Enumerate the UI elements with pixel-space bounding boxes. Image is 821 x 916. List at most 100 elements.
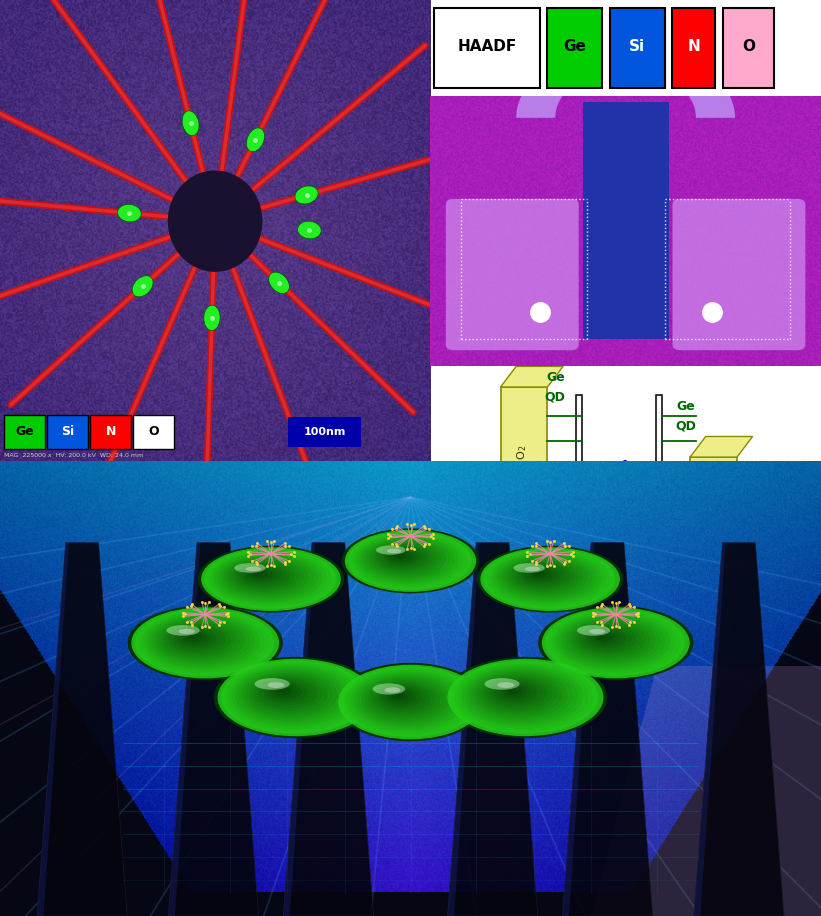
Ellipse shape	[361, 677, 450, 722]
Ellipse shape	[525, 568, 556, 582]
Ellipse shape	[392, 552, 407, 560]
Ellipse shape	[223, 558, 309, 596]
Ellipse shape	[388, 691, 411, 703]
Ellipse shape	[172, 627, 221, 650]
Ellipse shape	[559, 616, 666, 667]
Ellipse shape	[493, 553, 602, 603]
Ellipse shape	[182, 632, 207, 643]
Polygon shape	[562, 542, 594, 916]
Ellipse shape	[268, 272, 289, 293]
Text: MAG  225000 x  HV: 200.0 kV  WD: 24.0 mm: MAG 225000 x HV: 200.0 kV WD: 24.0 mm	[4, 453, 144, 458]
Ellipse shape	[217, 554, 318, 601]
Ellipse shape	[278, 689, 287, 693]
Ellipse shape	[342, 667, 478, 736]
Ellipse shape	[178, 630, 211, 646]
Bar	[48, 415, 88, 449]
Ellipse shape	[596, 633, 612, 641]
Polygon shape	[591, 666, 821, 916]
Ellipse shape	[484, 549, 615, 609]
Ellipse shape	[342, 529, 479, 594]
Ellipse shape	[198, 546, 344, 613]
Ellipse shape	[297, 221, 321, 239]
Ellipse shape	[391, 692, 407, 700]
Ellipse shape	[387, 549, 401, 553]
Ellipse shape	[257, 678, 317, 708]
Ellipse shape	[355, 673, 459, 727]
Ellipse shape	[162, 622, 236, 658]
Text: V$_D$: V$_D$	[801, 579, 820, 595]
Ellipse shape	[518, 564, 565, 586]
Ellipse shape	[236, 563, 291, 588]
Ellipse shape	[501, 685, 527, 698]
Ellipse shape	[490, 680, 542, 705]
Ellipse shape	[158, 620, 241, 660]
Polygon shape	[694, 542, 784, 916]
Ellipse shape	[246, 673, 333, 716]
Ellipse shape	[506, 559, 583, 594]
Bar	[583, 102, 668, 339]
Bar	[576, 396, 582, 511]
Ellipse shape	[373, 683, 405, 694]
Ellipse shape	[360, 537, 455, 582]
Text: SiO$_2$: SiO$_2$	[515, 444, 529, 470]
Ellipse shape	[189, 635, 197, 638]
Ellipse shape	[264, 682, 307, 703]
Ellipse shape	[585, 628, 626, 649]
Text: O: O	[149, 425, 159, 439]
Ellipse shape	[348, 531, 472, 590]
Ellipse shape	[451, 660, 599, 734]
Ellipse shape	[233, 562, 295, 590]
Ellipse shape	[260, 680, 312, 705]
Ellipse shape	[525, 566, 540, 572]
Ellipse shape	[167, 170, 263, 272]
Ellipse shape	[502, 558, 588, 596]
Ellipse shape	[493, 682, 537, 703]
Ellipse shape	[155, 618, 245, 662]
Ellipse shape	[268, 683, 302, 701]
Polygon shape	[37, 542, 127, 916]
Text: 100nm: 100nm	[304, 427, 346, 437]
Ellipse shape	[255, 572, 263, 575]
Ellipse shape	[221, 660, 369, 734]
Ellipse shape	[186, 633, 202, 641]
Ellipse shape	[490, 551, 606, 605]
Ellipse shape	[477, 546, 623, 613]
Ellipse shape	[528, 569, 551, 580]
Ellipse shape	[484, 678, 520, 690]
Ellipse shape	[387, 550, 416, 563]
Ellipse shape	[531, 571, 547, 578]
Ellipse shape	[141, 612, 264, 671]
Bar	[434, 7, 539, 89]
Text: QD: QD	[676, 419, 696, 432]
Ellipse shape	[250, 675, 328, 714]
Ellipse shape	[483, 676, 553, 711]
Ellipse shape	[479, 675, 557, 714]
Bar	[90, 415, 131, 449]
Ellipse shape	[175, 628, 216, 649]
Ellipse shape	[211, 551, 327, 605]
Ellipse shape	[534, 572, 542, 575]
Ellipse shape	[208, 551, 332, 606]
Ellipse shape	[576, 624, 641, 655]
Ellipse shape	[381, 687, 421, 707]
Ellipse shape	[545, 609, 685, 676]
Ellipse shape	[253, 676, 323, 711]
Polygon shape	[283, 542, 315, 916]
Ellipse shape	[351, 671, 464, 729]
Ellipse shape	[236, 668, 348, 724]
Ellipse shape	[552, 612, 675, 671]
Ellipse shape	[234, 563, 266, 572]
Bar	[548, 7, 602, 89]
Bar	[288, 417, 361, 447]
Ellipse shape	[255, 678, 290, 690]
Ellipse shape	[378, 685, 426, 710]
Ellipse shape	[131, 607, 279, 679]
Ellipse shape	[245, 566, 261, 572]
Ellipse shape	[242, 566, 282, 583]
Ellipse shape	[480, 547, 620, 611]
Ellipse shape	[220, 556, 314, 598]
Text: Ge: Ge	[563, 38, 586, 54]
Ellipse shape	[539, 605, 694, 681]
Ellipse shape	[369, 541, 442, 575]
Ellipse shape	[168, 625, 226, 653]
